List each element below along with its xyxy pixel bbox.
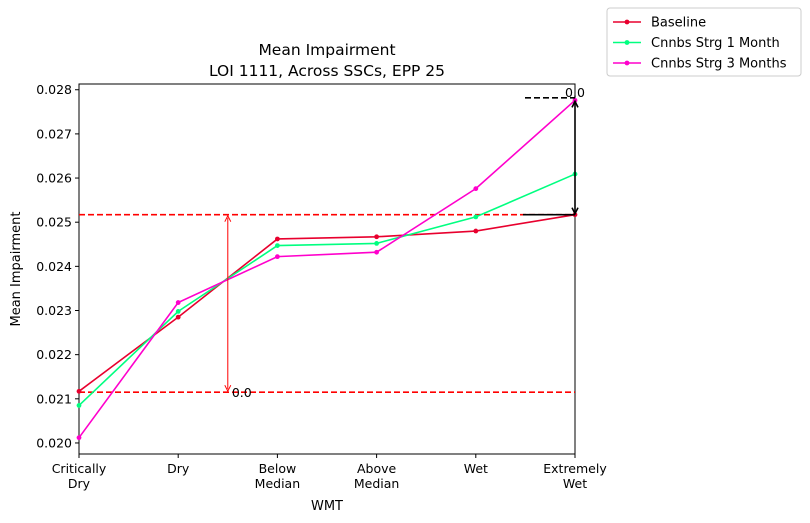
x-tick-label: Wet — [464, 461, 488, 476]
chart-subtitle: LOI 1111, Across SSCs, EPP 25 — [209, 62, 445, 80]
annotation-arrowhead — [224, 384, 232, 393]
x-tick-label: Dry — [167, 461, 190, 476]
series-line — [78, 213, 576, 392]
legend-label: Baseline — [651, 16, 706, 31]
legend: Baseline Cnnbs Strg 1 Month Cnnbs Strg 3 M… — [606, 7, 802, 77]
annotation-label: 0.0 — [565, 85, 585, 100]
legend-marker — [624, 19, 630, 25]
legend-box — [606, 7, 802, 77]
data-point — [374, 249, 379, 255]
plot-area: 0.020 0.021 0.022 0.023 0.024 0.025 0.026 0.027… — [36, 82, 607, 491]
x-tick-label: Dry — [68, 476, 91, 491]
x-tick-label: Median — [255, 476, 300, 491]
data-point — [175, 308, 181, 314]
series-line — [78, 173, 576, 407]
annotation-arrowhead — [571, 99, 579, 108]
data-point — [275, 243, 280, 248]
data-point — [374, 234, 379, 240]
series-line — [78, 99, 576, 439]
annotation-arrowhead — [571, 207, 579, 216]
data-point — [275, 254, 280, 260]
data-point — [374, 240, 379, 246]
y-axis-label: Mean Impairment — [9, 212, 24, 327]
legend-marker — [624, 60, 630, 66]
x-tick-label: Extremely — [543, 461, 607, 476]
x-tick-label: Above — [357, 461, 397, 476]
x-tick-label: Wet — [563, 476, 587, 491]
annotation-label: 0.0 — [232, 385, 252, 400]
data-point — [473, 186, 479, 192]
data-point — [175, 300, 181, 305]
legend-marker — [624, 40, 630, 45]
x-tick-label: Critically — [52, 461, 107, 476]
y-tick-label: 0.026 — [36, 171, 72, 186]
annotation-arrowhead — [224, 214, 232, 222]
data-point — [76, 388, 82, 394]
data-point — [175, 314, 181, 320]
y-tick-label: 0.024 — [36, 259, 72, 274]
y-tick-label: 0.028 — [36, 82, 72, 97]
x-tick-label: Median — [354, 476, 399, 491]
y-tick-label: 0.027 — [36, 126, 72, 141]
data-point — [473, 214, 479, 220]
y-tick-label: 0.022 — [36, 347, 72, 362]
data-point — [275, 236, 280, 242]
legend-label: Cnnbs Strg 1 Month — [651, 36, 780, 51]
data-point — [76, 435, 82, 441]
y-tick-label: 0.023 — [36, 303, 72, 318]
data-point — [473, 228, 479, 234]
axes-frame — [78, 83, 576, 455]
y-tick-label: 0.025 — [36, 215, 72, 230]
x-axis-label: WMT — [311, 499, 343, 514]
y-tick-label: 0.020 — [36, 435, 72, 450]
legend-label: Cnnbs Strg 3 Months — [651, 57, 787, 72]
x-tick-label: Below — [259, 461, 297, 476]
y-tick-label: 0.021 — [36, 391, 72, 406]
chart-title: Mean Impairment — [258, 41, 395, 59]
data-point — [76, 403, 82, 408]
